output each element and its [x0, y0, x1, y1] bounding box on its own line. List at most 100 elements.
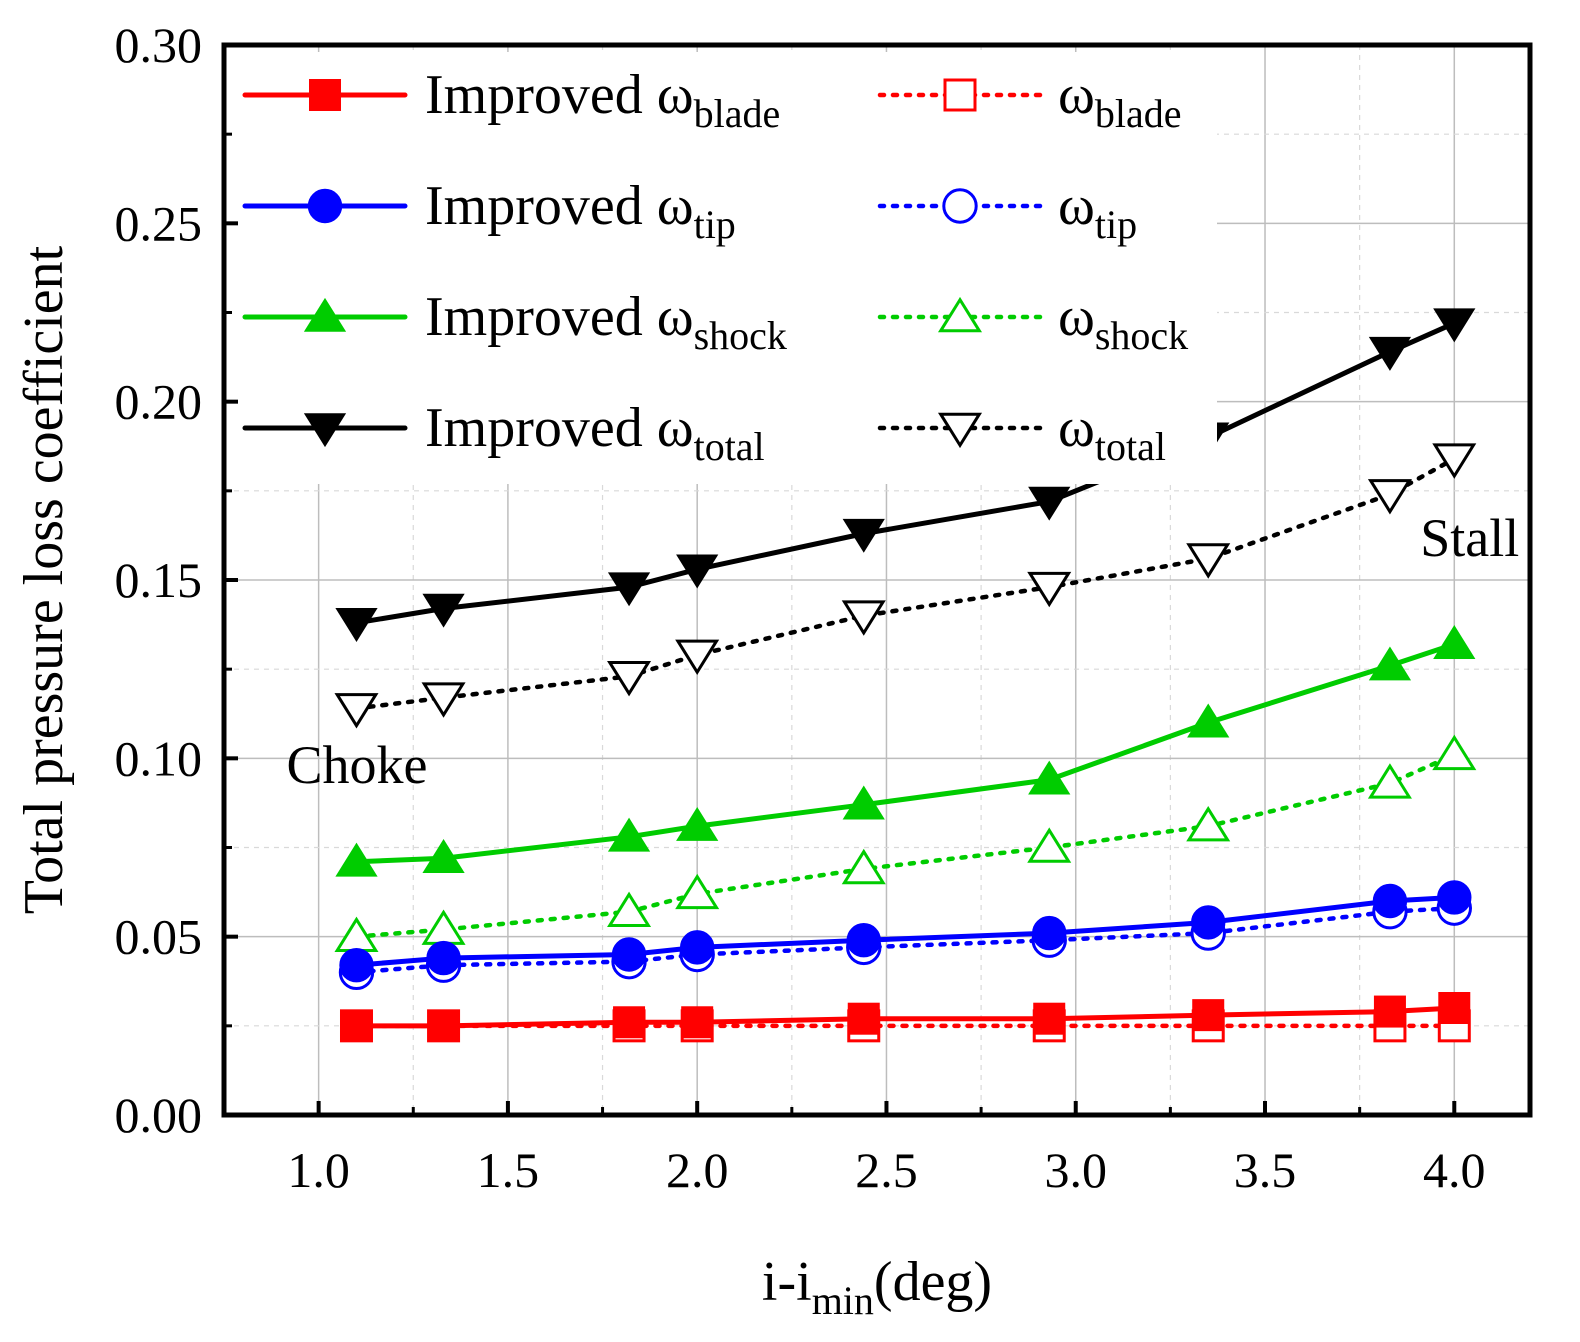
legend-label-subscript: total [694, 424, 765, 469]
data-point [335, 608, 378, 642]
legend-label-subscript: total [1095, 424, 1166, 469]
data-point [427, 1009, 460, 1042]
data-point [1367, 763, 1412, 799]
data-point [607, 891, 652, 927]
data-point [339, 948, 374, 983]
data-point [1438, 992, 1471, 1024]
legend-label-main: Improved ω [425, 286, 694, 348]
legend-label-main: Improved ω [425, 175, 694, 237]
data-point [334, 693, 379, 729]
legend-label-subscript: blade [694, 91, 781, 136]
legend-label: ωtip [1058, 175, 1137, 247]
legend-marker [303, 297, 347, 332]
legend-label-main: ω [1058, 175, 1095, 237]
data-point [613, 1006, 646, 1039]
x-tick-label: 4.0 [1423, 1142, 1486, 1198]
data-point [841, 600, 886, 636]
data-point [426, 940, 461, 976]
series-line [353, 1005, 1457, 1029]
y-tick-label: 0.05 [115, 909, 203, 965]
series-layer [334, 308, 1477, 1043]
y-tick-label: 0.15 [115, 552, 203, 608]
x-axis-title-main: i-i [762, 1251, 812, 1313]
series-line [353, 894, 1457, 968]
x-tick-label: 1.0 [287, 1142, 350, 1198]
legend-entry: Improved ωshock [242, 286, 787, 358]
series--total [334, 443, 1477, 729]
data-point [846, 923, 881, 958]
y-tick-label: 0.10 [115, 730, 203, 786]
legend-label: Improved ωblade [425, 64, 780, 136]
legend-label-subscript: tip [1095, 202, 1137, 247]
data-point [1433, 625, 1476, 659]
x-tick-label: 2.0 [666, 1142, 729, 1198]
x-tick-label: 2.5 [855, 1142, 918, 1198]
data-point [847, 1002, 880, 1035]
legend-label-main: Improved ω [425, 397, 694, 459]
legend-marker [303, 413, 347, 448]
legend-label-subscript: blade [1095, 91, 1182, 136]
annotation-stall: Stall [1420, 508, 1519, 568]
x-tick-label: 3.0 [1044, 1142, 1107, 1198]
data-point [1191, 905, 1226, 940]
x-tick-label: 1.5 [477, 1142, 540, 1198]
data-point [1432, 734, 1477, 771]
tick-labels: 1.0 1.5 2.0 2.5 3.0 3.5 4.0 0.00 0.05 0.10 0.15 0.2… [115, 17, 1486, 1198]
legend-marker [942, 188, 978, 224]
data-point [1368, 336, 1412, 371]
data-point [607, 572, 651, 607]
data-point [1027, 571, 1072, 608]
legend-background [232, 52, 1217, 484]
legend-entry: Improved ωblade [242, 64, 780, 136]
data-point [675, 639, 720, 675]
data-point [1437, 880, 1472, 915]
legend-label-subscript: tip [694, 202, 736, 247]
x-axis-title-subscript: min [812, 1278, 874, 1323]
series-improved-shock [335, 625, 1476, 877]
data-point [1192, 999, 1225, 1032]
data-point [676, 554, 719, 589]
data-point [1028, 486, 1071, 521]
series-line [354, 456, 1457, 711]
legend-label-subscript: shock [1095, 313, 1188, 358]
data-point [607, 661, 652, 697]
data-point [1433, 308, 1476, 343]
data-point [1432, 443, 1477, 479]
legend-entry: Improved ωtip [242, 175, 736, 247]
legend-entry: ωtotal [877, 397, 1166, 469]
data-point [1187, 703, 1230, 738]
data-point [1373, 995, 1406, 1028]
axis-ticks [222, 43, 1457, 1117]
data-point [335, 842, 378, 877]
series-improved-blade [340, 992, 1471, 1042]
legend-entry: ωshock [877, 286, 1188, 358]
data-point [1186, 806, 1231, 842]
x-axis-title-suffix: (deg) [874, 1251, 992, 1313]
data-point [676, 806, 719, 841]
data-point [841, 848, 886, 885]
data-point [842, 785, 885, 820]
data-point [421, 682, 466, 718]
legend-entry: Improved ωtotal [242, 397, 765, 469]
x-tick-label: 3.5 [1234, 1142, 1297, 1198]
data-point [1033, 1002, 1066, 1035]
data-point [1028, 760, 1071, 795]
legend-label: ωblade [1058, 64, 1181, 136]
series-improved-total [335, 308, 1476, 642]
data-point [1032, 915, 1067, 951]
legend-label-main: ω [1058, 397, 1095, 459]
data-point [1372, 883, 1408, 919]
legend-entry: ωtip [877, 175, 1137, 247]
x-axis-title: i-imin(deg) [762, 1251, 992, 1323]
series-line [354, 752, 1457, 939]
legend-label: Improved ωshock [425, 286, 787, 358]
legend-label: ωtotal [1058, 397, 1166, 469]
legend-marker [937, 412, 983, 449]
data-point [421, 909, 466, 945]
legend-label: Improved ωtip [425, 175, 736, 247]
data-point [681, 1006, 714, 1039]
legend-marker [309, 79, 341, 111]
series--shock [334, 734, 1477, 952]
